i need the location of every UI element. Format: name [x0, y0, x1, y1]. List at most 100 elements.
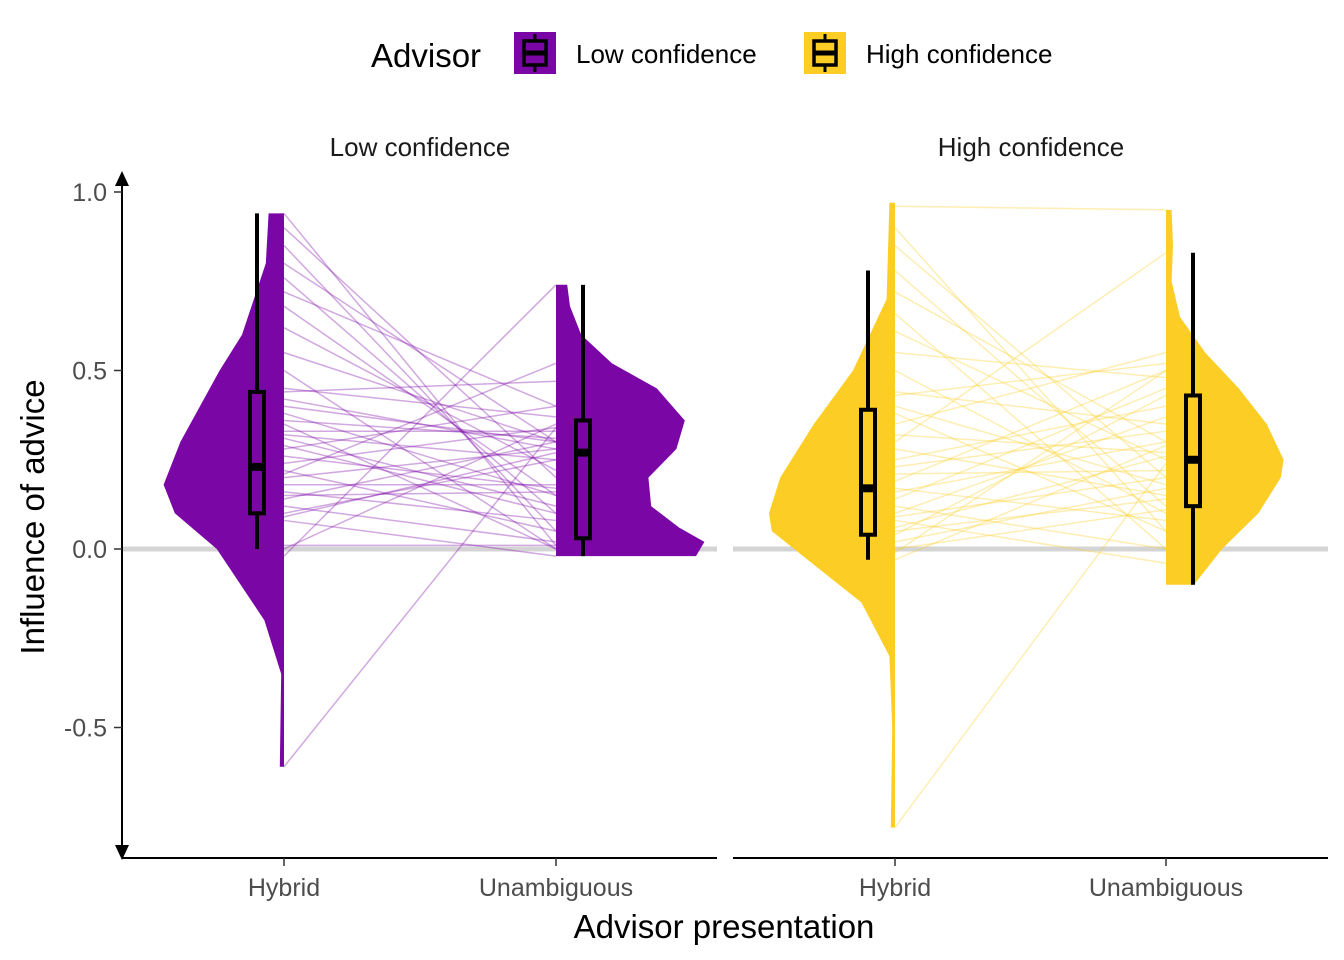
participant-line: [283, 441, 557, 500]
participant-line: [283, 444, 557, 515]
y-tick-label: -0.5: [64, 715, 107, 743]
boxplot-hybrid: [859, 270, 877, 560]
participant-line: [894, 391, 1167, 425]
y-axis-title: Influence of advice: [14, 379, 51, 654]
panel-title: Low confidence: [330, 132, 511, 162]
participant-lines: [894, 205, 1167, 828]
participant-line: [283, 455, 557, 490]
box-iqr: [859, 407, 877, 537]
participant-line: [894, 269, 1167, 507]
x-tick-label: Hybrid: [859, 874, 931, 902]
x-tick-label: Hybrid: [248, 874, 320, 902]
participant-line: [894, 244, 1167, 479]
participant-line: [283, 419, 557, 440]
participant-line: [283, 405, 557, 443]
participant-line: [894, 416, 1167, 515]
y-axis-arrow-up: [115, 171, 129, 186]
participant-line: [283, 426, 557, 465]
participant-line: [283, 291, 557, 407]
participant-line: [894, 291, 1167, 443]
boxplot-unambiguous: [1184, 252, 1202, 585]
participant-line: [283, 369, 557, 550]
participant-line: [894, 362, 1167, 397]
participant-line: [283, 380, 557, 393]
participant-line: [894, 455, 1167, 529]
participant-line: [283, 398, 557, 450]
legend-label: Low confidence: [576, 39, 757, 69]
participant-line: [283, 212, 557, 546]
participant-line: [894, 469, 1167, 475]
participant-line: [894, 369, 1167, 482]
box-iqr: [1184, 393, 1202, 509]
x-axis-title: Advisor presentation: [574, 908, 875, 945]
participant-line: [283, 326, 557, 472]
box-iqr: [574, 418, 592, 541]
boxplot-unambiguous: [574, 284, 592, 557]
y-tick-label: 1.0: [72, 179, 107, 207]
participant-line: [894, 405, 1167, 461]
participant-line: [283, 469, 557, 532]
participant-line: [894, 351, 1167, 379]
participant-line: [283, 437, 557, 507]
participant-line: [283, 387, 557, 418]
participant-line: [894, 462, 1167, 828]
participant-line: [283, 277, 557, 514]
y-axis: 1.0 0.5 0.0 -0.5: [64, 171, 129, 860]
participant-line: [894, 387, 1167, 500]
participant-line: [894, 205, 1167, 211]
x-tick-label: Unambiguous: [479, 874, 633, 902]
panel-title: High confidence: [938, 132, 1124, 162]
participant-line: [894, 505, 1167, 550]
participant-line: [894, 476, 1167, 518]
participant-line: [283, 459, 557, 515]
density-cloud-hybrid: [769, 202, 895, 828]
participant-line: [283, 362, 557, 475]
x-tick-label: Unambiguous: [1089, 874, 1243, 902]
participant-line: [283, 448, 557, 479]
participant-line: [894, 351, 1167, 425]
participant-line: [894, 441, 1167, 493]
participant-line: [894, 430, 1167, 468]
participant-line: [283, 262, 557, 443]
density-cloud-unambiguous: [1166, 209, 1284, 585]
participant-line: [894, 252, 1167, 443]
legend: Advisor Low confidence High confidence: [371, 32, 1052, 74]
density-cloud-unambiguous: [556, 284, 705, 557]
participant-line: [894, 519, 1167, 565]
participant-line: [894, 487, 1167, 543]
participant-line: [283, 405, 557, 450]
participant-line: [894, 369, 1167, 554]
participant-line: [894, 405, 1167, 486]
y-tick-label: 0.5: [72, 358, 107, 386]
participant-line: [894, 312, 1167, 550]
panel-low-confidence: Low confidence Hybrid Unambiguous: [122, 132, 717, 902]
participant-line: [894, 434, 1167, 454]
participant-line: [283, 245, 557, 532]
participant-line: [283, 423, 557, 550]
participant-line: [283, 491, 557, 522]
participant-line: [894, 412, 1167, 532]
boxplot-hybrid: [248, 213, 266, 549]
participant-line: [283, 351, 557, 443]
participant-line: [894, 448, 1167, 497]
participant-line: [283, 427, 557, 768]
participant-line: [894, 330, 1167, 461]
participant-line: [894, 498, 1167, 532]
y-axis-arrow-down: [115, 845, 129, 860]
participant-line: [283, 412, 557, 497]
participant-line: [894, 369, 1167, 514]
participant-line: [894, 508, 1167, 550]
y-tick-label: 0.0: [72, 536, 107, 564]
participant-line: [283, 423, 557, 550]
participant-line: [283, 491, 557, 497]
legend-title: Advisor: [371, 37, 481, 74]
participant-line: [283, 227, 557, 479]
participant-line: [894, 227, 1167, 532]
participant-lines: [283, 212, 557, 768]
participant-line: [283, 305, 557, 497]
participant-line: [283, 434, 557, 461]
participant-line: [894, 394, 1167, 536]
panels: Low confidence Hybrid Unambiguous High conf…: [122, 132, 1328, 902]
participant-line: [283, 519, 557, 557]
